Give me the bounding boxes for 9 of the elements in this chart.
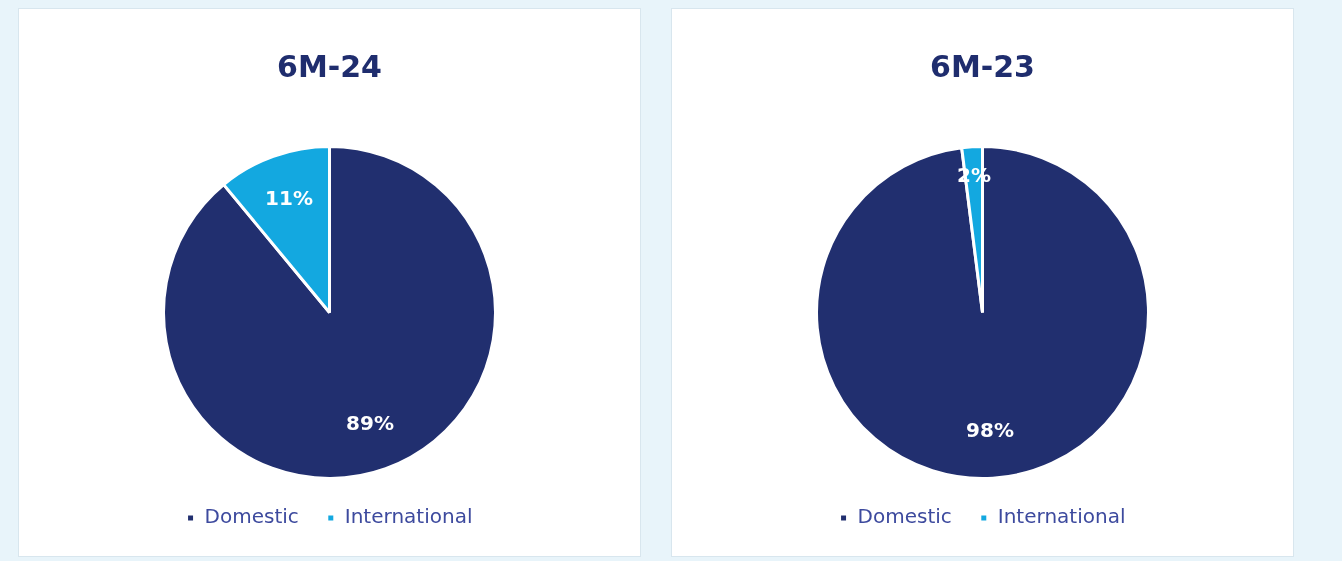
data-label: 98% — [966, 417, 1014, 442]
chart-title: 6M-24 — [277, 48, 382, 84]
legend-label: Domestic — [204, 504, 299, 529]
data-label: 11% — [265, 186, 313, 211]
data-label: 89% — [346, 411, 394, 436]
chart-title: 6M-23 — [930, 48, 1035, 84]
legend-label: Domestic — [857, 504, 952, 529]
legend-label: International — [997, 504, 1126, 529]
legend-label: International — [344, 504, 473, 529]
